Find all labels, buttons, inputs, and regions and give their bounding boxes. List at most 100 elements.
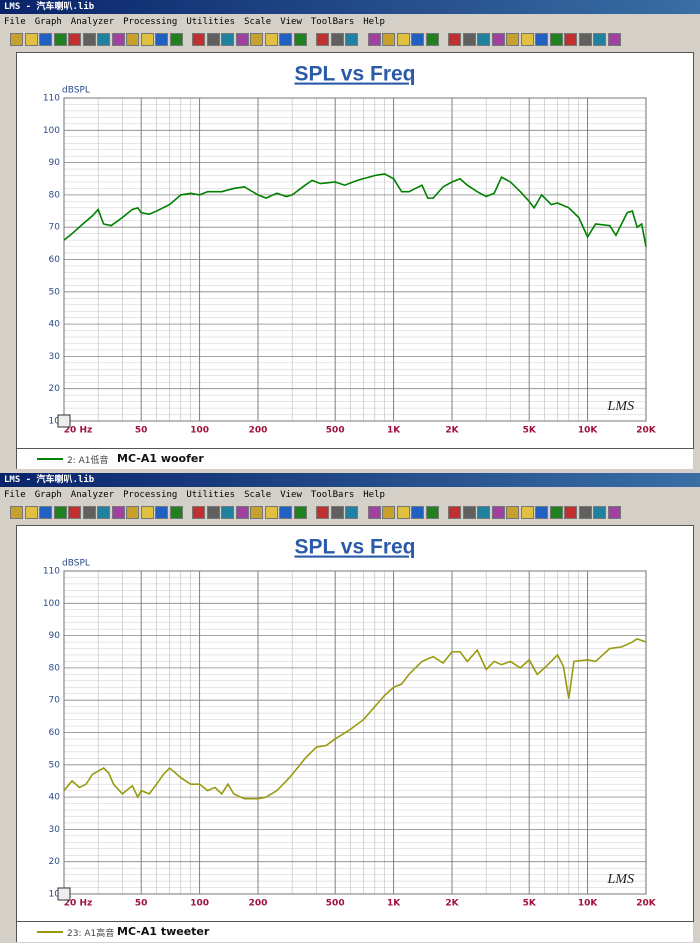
toolbar-button[interactable] bbox=[24, 506, 38, 519]
toolbar-button[interactable] bbox=[316, 33, 329, 46]
toolbar-button[interactable] bbox=[68, 506, 81, 519]
toolbar-button[interactable] bbox=[607, 506, 621, 519]
toolbar-button[interactable] bbox=[448, 506, 461, 519]
toolbar-button[interactable] bbox=[155, 506, 168, 519]
menu-item[interactable]: Processing bbox=[123, 17, 178, 27]
toolbar-button[interactable] bbox=[367, 506, 381, 519]
toolbar-button[interactable] bbox=[593, 33, 606, 46]
toolbar-button[interactable] bbox=[126, 33, 139, 46]
toolbar-button[interactable] bbox=[221, 506, 234, 519]
toolbar-button[interactable] bbox=[24, 33, 38, 46]
toolbar-button[interactable] bbox=[396, 506, 410, 519]
menu-item[interactable]: ToolBars bbox=[310, 17, 355, 27]
toolbar-button[interactable] bbox=[235, 33, 249, 46]
toolbar-button[interactable] bbox=[345, 506, 358, 519]
toolbar-button[interactable] bbox=[279, 506, 292, 519]
toolbar-button[interactable] bbox=[396, 33, 410, 46]
toolbar-button[interactable] bbox=[39, 33, 52, 46]
toolbar-button[interactable] bbox=[97, 506, 110, 519]
toolbar-button[interactable] bbox=[330, 33, 344, 46]
menu-item[interactable]: Scale bbox=[244, 17, 272, 27]
toolbar-button[interactable] bbox=[520, 506, 534, 519]
x-tick-label: 500 bbox=[326, 426, 345, 436]
toolbar-button[interactable] bbox=[578, 506, 592, 519]
menu-item[interactable]: Help bbox=[363, 490, 385, 500]
toolbar-button[interactable] bbox=[293, 506, 307, 519]
toolbar-button[interactable] bbox=[462, 33, 476, 46]
toolbar-button[interactable] bbox=[206, 506, 220, 519]
toolbar-button[interactable] bbox=[10, 506, 23, 519]
toolbar-button[interactable] bbox=[382, 33, 395, 46]
toolbar-button[interactable] bbox=[169, 506, 183, 519]
toolbar-button[interactable] bbox=[448, 33, 461, 46]
toolbar-button[interactable] bbox=[411, 506, 424, 519]
toolbar-button[interactable] bbox=[330, 506, 344, 519]
toolbar-button[interactable] bbox=[578, 33, 592, 46]
toolbar-button[interactable] bbox=[111, 33, 125, 46]
toolbar-button[interactable] bbox=[293, 33, 307, 46]
toolbar-button[interactable] bbox=[520, 33, 534, 46]
toolbar-button[interactable] bbox=[367, 33, 381, 46]
toolbar-button[interactable] bbox=[593, 506, 606, 519]
toolbar-button[interactable] bbox=[477, 33, 490, 46]
toolbar-button[interactable] bbox=[425, 506, 439, 519]
toolbar-button[interactable] bbox=[506, 33, 519, 46]
toolbar-button[interactable] bbox=[535, 33, 548, 46]
menu-item[interactable]: Utilities bbox=[186, 17, 236, 27]
menu-item[interactable]: View bbox=[280, 17, 302, 27]
toolbar-button[interactable] bbox=[607, 33, 621, 46]
toolbar-button[interactable] bbox=[279, 33, 292, 46]
x-tick-label: 20 Hz bbox=[64, 426, 92, 436]
menu-item[interactable]: File bbox=[4, 490, 26, 500]
toolbar-button[interactable] bbox=[53, 33, 67, 46]
toolbar-button[interactable] bbox=[549, 506, 563, 519]
toolbar-button[interactable] bbox=[140, 33, 154, 46]
toolbar-button[interactable] bbox=[97, 33, 110, 46]
toolbar-button[interactable] bbox=[506, 506, 519, 519]
toolbar-button[interactable] bbox=[140, 506, 154, 519]
toolbar-button[interactable] bbox=[235, 506, 249, 519]
menu-item[interactable]: Analyzer bbox=[70, 17, 115, 27]
toolbar-button[interactable] bbox=[250, 33, 263, 46]
toolbar-button[interactable] bbox=[477, 506, 490, 519]
toolbar-button[interactable] bbox=[155, 33, 168, 46]
toolbar-button[interactable] bbox=[250, 506, 263, 519]
toolbar-button[interactable] bbox=[535, 506, 548, 519]
toolbar-button[interactable] bbox=[564, 506, 577, 519]
toolbar-button[interactable] bbox=[382, 506, 395, 519]
menu-item[interactable]: View bbox=[280, 490, 302, 500]
toolbar-button[interactable] bbox=[206, 33, 220, 46]
menu-item[interactable]: Graph bbox=[34, 490, 62, 500]
toolbar-button[interactable] bbox=[82, 506, 96, 519]
toolbar-button[interactable] bbox=[126, 506, 139, 519]
toolbar-button[interactable] bbox=[111, 506, 125, 519]
toolbar-button[interactable] bbox=[82, 33, 96, 46]
toolbar-button[interactable] bbox=[491, 506, 505, 519]
toolbar-button[interactable] bbox=[264, 33, 278, 46]
toolbar-button[interactable] bbox=[53, 506, 67, 519]
toolbar-button[interactable] bbox=[192, 506, 205, 519]
menu-item[interactable]: Scale bbox=[244, 490, 272, 500]
toolbar-button[interactable] bbox=[425, 33, 439, 46]
toolbar-button[interactable] bbox=[192, 33, 205, 46]
toolbar-button[interactable] bbox=[549, 33, 563, 46]
menu-item[interactable]: ToolBars bbox=[310, 490, 355, 500]
toolbar-button[interactable] bbox=[39, 506, 52, 519]
menu-item[interactable]: Graph bbox=[34, 17, 62, 27]
menu-item[interactable]: Help bbox=[363, 17, 385, 27]
menu-item[interactable]: Analyzer bbox=[70, 490, 115, 500]
toolbar-button[interactable] bbox=[316, 506, 329, 519]
toolbar-button[interactable] bbox=[169, 33, 183, 46]
toolbar-button[interactable] bbox=[564, 33, 577, 46]
toolbar-button[interactable] bbox=[264, 506, 278, 519]
toolbar-button[interactable] bbox=[462, 506, 476, 519]
toolbar-button[interactable] bbox=[68, 33, 81, 46]
toolbar-button[interactable] bbox=[221, 33, 234, 46]
menu-item[interactable]: File bbox=[4, 17, 26, 27]
toolbar-button[interactable] bbox=[10, 33, 23, 46]
toolbar-button[interactable] bbox=[491, 33, 505, 46]
toolbar-button[interactable] bbox=[345, 33, 358, 46]
menu-item[interactable]: Processing bbox=[123, 490, 178, 500]
toolbar-button[interactable] bbox=[411, 33, 424, 46]
menu-item[interactable]: Utilities bbox=[186, 490, 236, 500]
